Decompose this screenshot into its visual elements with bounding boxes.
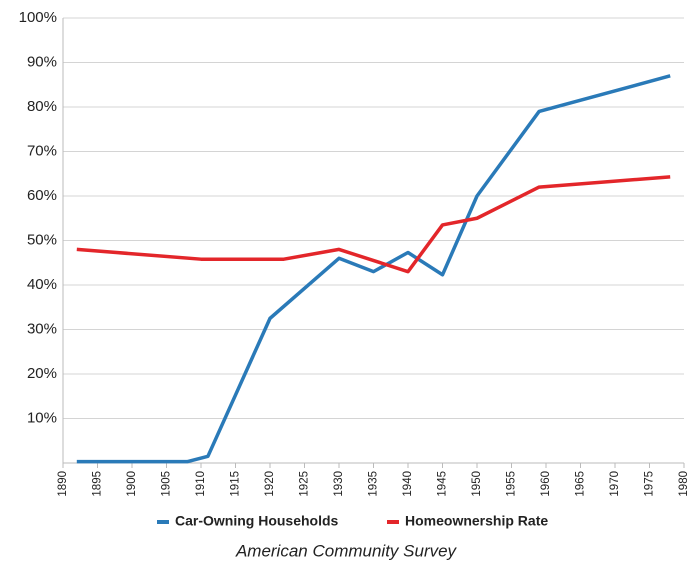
x-tick-label: 1940 — [402, 471, 414, 497]
x-tick-label: 1955 — [506, 471, 518, 497]
x-tick-label: 1965 — [575, 471, 587, 497]
y-tick-label: 40% — [27, 276, 57, 293]
y-tick-label: 30% — [27, 320, 57, 337]
x-tick-label: 1950 — [471, 471, 483, 497]
y-tick-label: 70% — [27, 142, 57, 159]
x-tick-label: 1975 — [644, 471, 656, 497]
y-tick-label: 20% — [27, 365, 57, 382]
legend-label: Car-Owning Households — [175, 513, 339, 529]
y-tick-label: 80% — [27, 98, 57, 115]
x-tick-label: 1935 — [368, 471, 380, 497]
x-tick-label: 1960 — [540, 471, 552, 497]
line-series — [76, 175, 671, 274]
x-tick-label: 1900 — [126, 471, 138, 497]
x-tick-label: 1945 — [437, 471, 449, 497]
x-tick-label: 1925 — [299, 471, 311, 497]
x-tick-label: 1910 — [195, 471, 207, 497]
y-tick-label: 60% — [27, 187, 57, 204]
line-series — [76, 74, 671, 464]
y-tick-label: 90% — [27, 53, 57, 70]
x-tick-label: 1915 — [230, 471, 242, 497]
legend-label: Homeownership Rate — [405, 513, 548, 529]
x-tick-label: 1905 — [161, 471, 173, 497]
x-tick-label: 1970 — [609, 471, 621, 497]
y-tick-label: 10% — [27, 409, 57, 426]
x-tick-label: 1920 — [264, 471, 276, 497]
caption: American Community Survey — [235, 541, 458, 560]
y-tick-label: 100% — [19, 9, 57, 26]
x-tick-label: 1890 — [57, 471, 69, 497]
x-tick-label: 1895 — [92, 471, 104, 497]
y-tick-label: 50% — [27, 231, 57, 248]
x-tick-label: 1980 — [678, 471, 690, 497]
x-tick-label: 1930 — [333, 471, 345, 497]
